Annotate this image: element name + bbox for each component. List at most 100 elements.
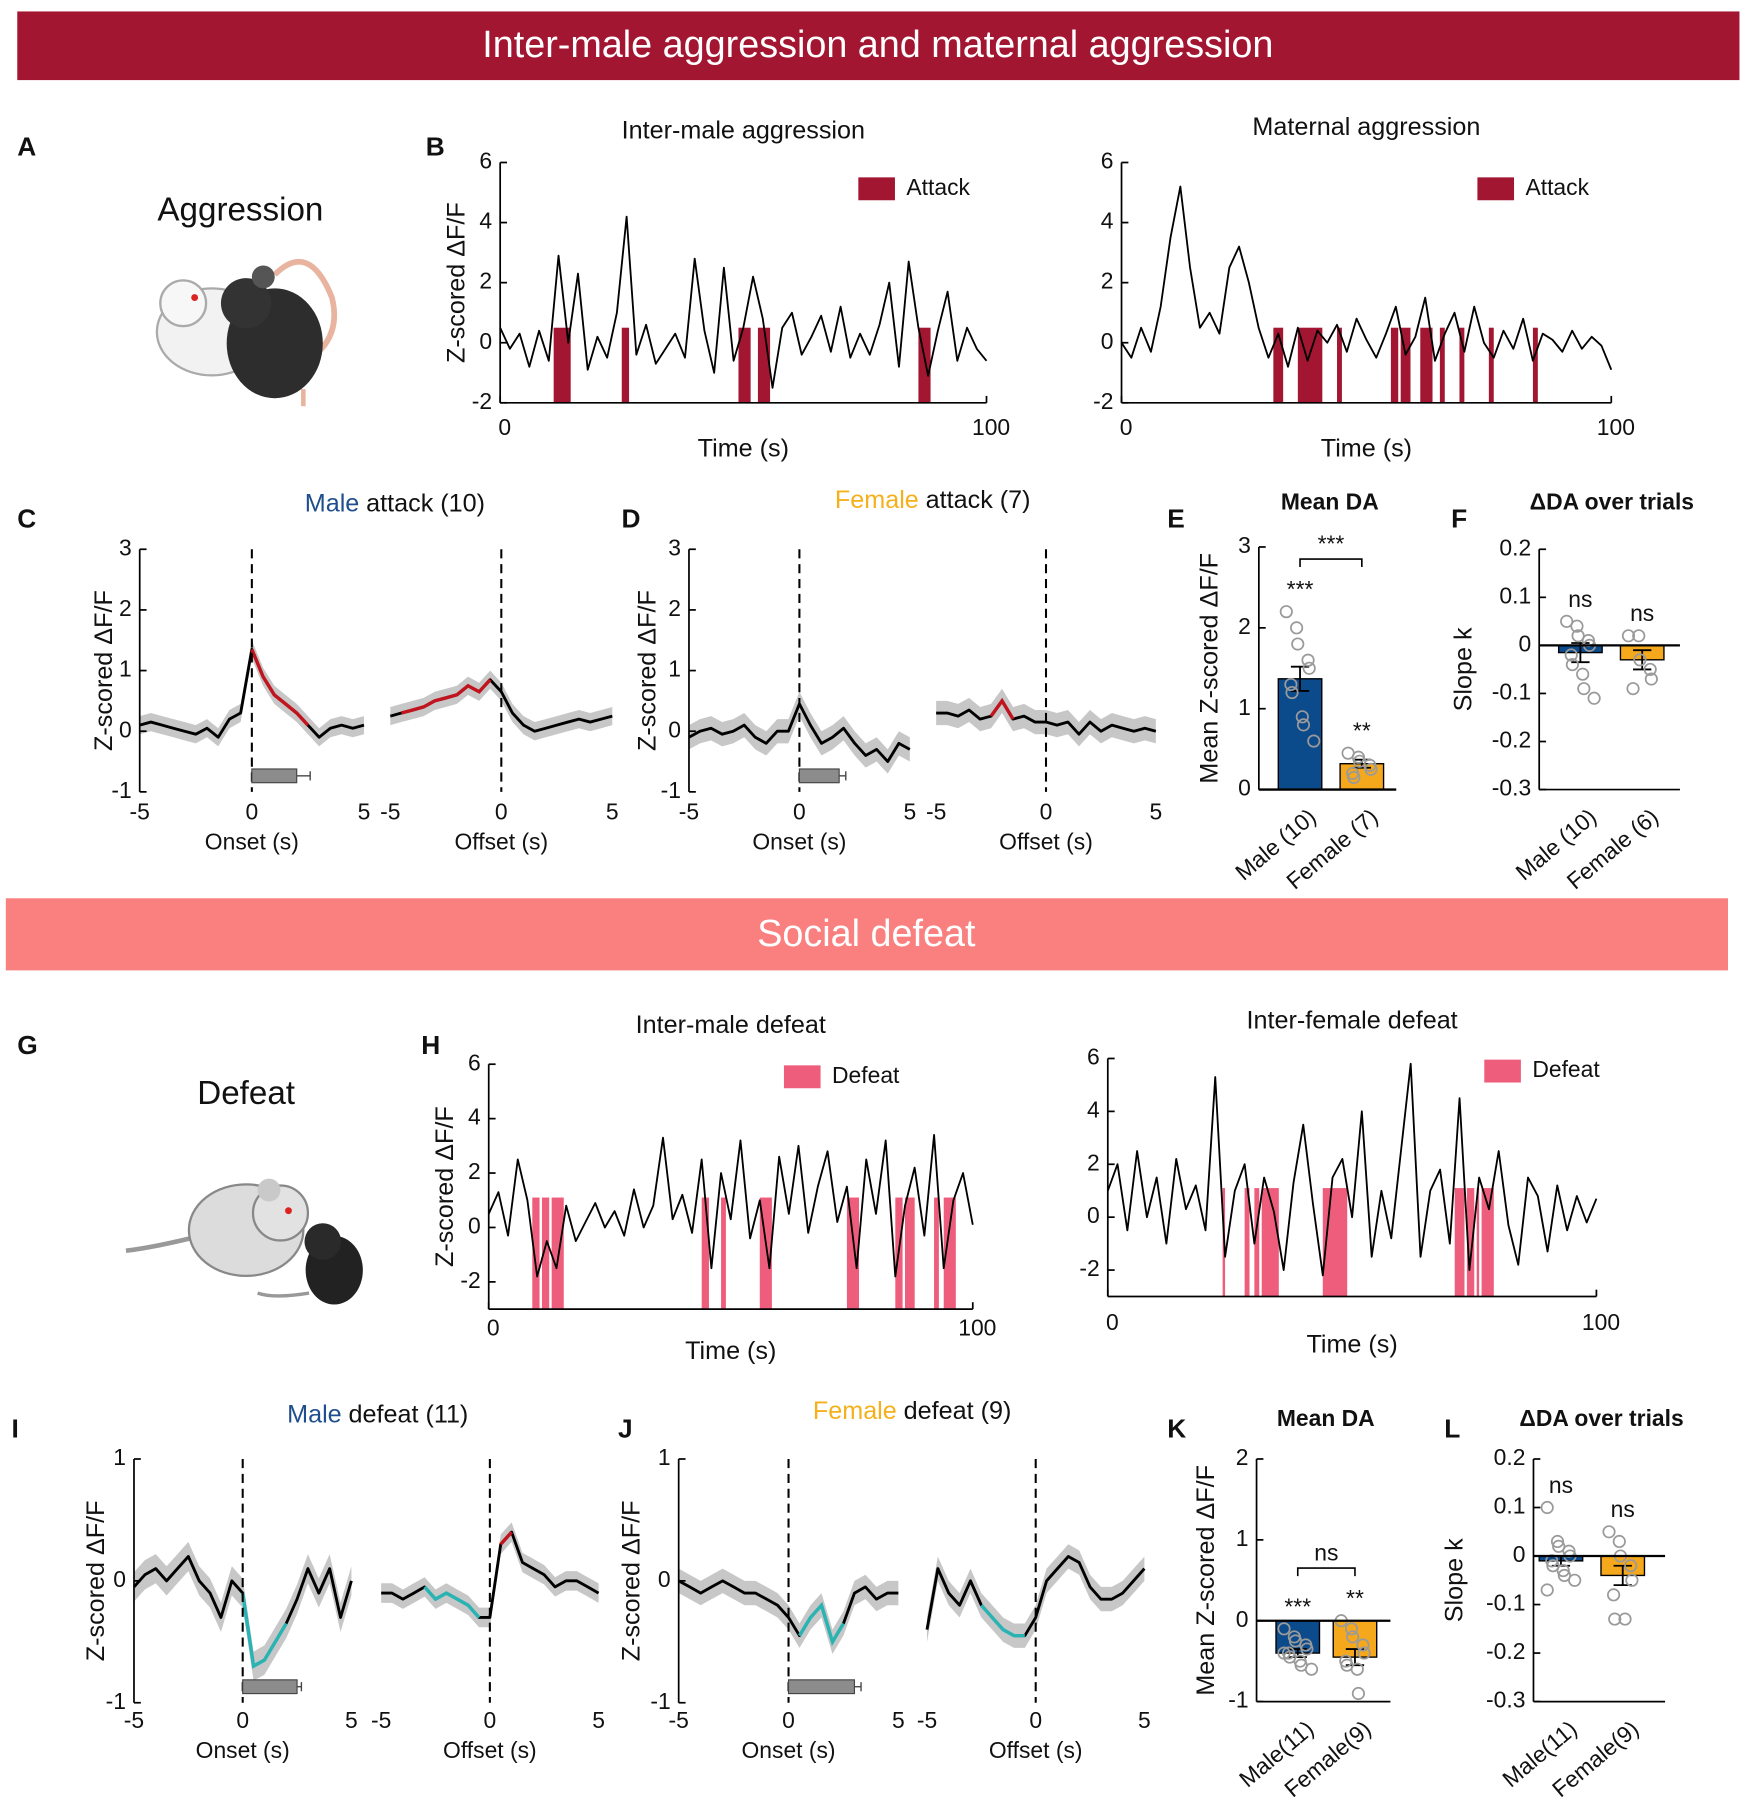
x-tick-label: 100 [958, 1315, 996, 1341]
data-point [1351, 1686, 1365, 1701]
x-axis-label: Offset (s) [454, 828, 548, 854]
y-tick-label: 4 [468, 1104, 481, 1130]
x-tick-label: -5 [926, 799, 946, 825]
panel-label: I [12, 1413, 19, 1443]
x-tick-label: -5 [380, 799, 400, 825]
x-tick-label: 0 [1029, 1707, 1042, 1733]
data-point [1290, 621, 1304, 635]
data-point [1560, 614, 1574, 628]
mouse-illustration [125, 1178, 363, 1305]
event-bar [757, 327, 771, 403]
chart-title: Inter-female defeat [1247, 1007, 1458, 1035]
x-tick-label: 5 [592, 1707, 605, 1733]
y-tick-label: -1 [650, 1688, 670, 1714]
y-tick-label: 0 [119, 716, 132, 742]
y-tick-label: 6 [1101, 148, 1114, 174]
panel-label: A [17, 132, 36, 162]
section-banner [17, 11, 1740, 81]
y-tick-label: 2 [1101, 268, 1114, 294]
data-point [1347, 770, 1361, 785]
significance-label: ** [1346, 1585, 1364, 1611]
chart-title: Female attack (7) [835, 486, 1031, 514]
data-point [1556, 1564, 1570, 1578]
chart-title: Inter-male defeat [636, 1011, 826, 1039]
x-axis-label: Onset (s) [752, 828, 846, 854]
section-banner [5, 898, 1729, 971]
y-tick-label: 3 [119, 534, 132, 560]
event-bar [721, 1197, 726, 1310]
y-axis-label: Slope k [1440, 1538, 1468, 1622]
event-bar [1488, 327, 1494, 403]
y-tick-label: 4 [1087, 1096, 1100, 1122]
y-tick-label: 0 [658, 1566, 671, 1592]
legend-label: Attack [906, 174, 970, 200]
significant-segment [499, 1530, 513, 1546]
event-bar [1254, 1188, 1260, 1297]
data-point [1546, 1559, 1560, 1573]
x-tick-label: -5 [669, 1707, 689, 1733]
title-part: Male [287, 1400, 342, 1428]
trace [499, 215, 988, 389]
data-point [1540, 1500, 1554, 1515]
x-tick-label: 0 [236, 1707, 249, 1733]
data-point [1357, 1646, 1371, 1660]
x-tick-label: 5 [358, 799, 371, 825]
event-bar [553, 327, 571, 403]
x-tick-label: 100 [1597, 414, 1635, 440]
data-point [1350, 1662, 1364, 1676]
data-point [1296, 718, 1311, 732]
data-point [1626, 682, 1640, 696]
event-bar [1261, 1188, 1279, 1297]
y-tick-label: 0 [468, 1213, 481, 1239]
y-tick-label: 0 [479, 328, 492, 354]
y-tick-label: -0.2 [1492, 727, 1531, 753]
x-tick-label: 0 [487, 1315, 500, 1341]
panel-label: C [17, 504, 36, 534]
y-tick-label: 0 [1513, 1541, 1526, 1567]
x-tick-label: 0 [782, 1707, 795, 1733]
duration-bar [251, 768, 298, 784]
data-point [1607, 1588, 1621, 1602]
chart-title: Maternal aggression [1252, 113, 1480, 141]
significant-segment [250, 648, 310, 727]
bracket [1296, 1567, 1356, 1577]
data-point [1344, 1622, 1359, 1636]
bar [1277, 678, 1323, 791]
y-tick-label: -0.2 [1486, 1638, 1525, 1664]
significant-segment [989, 697, 1015, 720]
data-point [1612, 1534, 1626, 1549]
y-axis-label: Z-scored ΔF/F [442, 202, 470, 363]
y-tick-label: -0.3 [1492, 775, 1531, 801]
data-point [1300, 1642, 1314, 1656]
data-point [1564, 648, 1578, 662]
event-bar [621, 327, 630, 403]
data-point [1618, 1612, 1632, 1626]
data-point [1625, 1573, 1639, 1587]
event-bar [1454, 1188, 1465, 1297]
y-tick-label: 3 [668, 534, 681, 560]
legend-label: Attack [1525, 174, 1589, 200]
legend-label: Defeat [1532, 1056, 1600, 1082]
y-tick-label: 2 [1238, 613, 1251, 639]
y-tick-label: -1 [661, 777, 681, 803]
x-tick-label: 0 [1106, 1309, 1119, 1335]
y-tick-label: 6 [1087, 1044, 1100, 1070]
data-point [1587, 691, 1601, 705]
y-tick-label: 1 [668, 656, 681, 682]
title-part: Male [305, 489, 360, 517]
x-axis-label: Onset (s) [205, 828, 299, 854]
event-bar [738, 327, 751, 403]
chart-title: Inter-male aggression [622, 116, 865, 144]
sem-band [390, 670, 613, 741]
chart-title: Mean DA [1277, 1405, 1375, 1431]
trace [1106, 1062, 1598, 1277]
y-tick-label: 0.1 [1494, 1493, 1526, 1519]
y-tick-label: 1 [119, 656, 132, 682]
data-point [1277, 1646, 1291, 1660]
event-bar [1532, 327, 1538, 403]
legend-label: Defeat [832, 1062, 900, 1088]
y-tick-label: -1 [1228, 1687, 1248, 1713]
x-axis-label: Time (s) [685, 1337, 776, 1365]
legend-swatch [783, 1065, 821, 1089]
x-tick-label: -5 [130, 799, 150, 825]
